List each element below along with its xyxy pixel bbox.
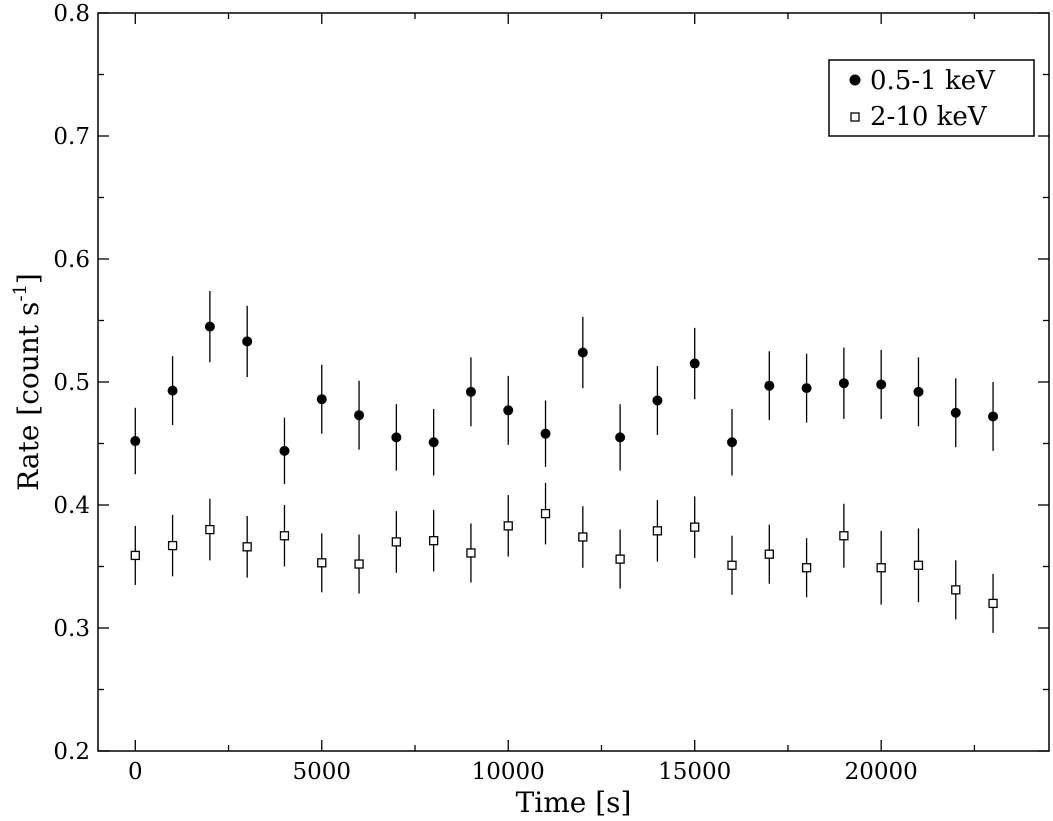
data-point	[727, 437, 737, 448]
data-point	[839, 531, 849, 541]
legend-box	[828, 59, 1035, 137]
x-tick-label: 5000	[292, 759, 351, 785]
data-point	[167, 385, 178, 396]
data-point	[242, 542, 252, 552]
data-point	[503, 405, 514, 416]
data-point	[764, 380, 775, 391]
x-tick-label: 15000	[658, 759, 731, 785]
legend-marker-series-2	[850, 112, 860, 122]
series-layer	[130, 290, 999, 633]
data-point	[988, 598, 998, 609]
data-point	[167, 540, 178, 551]
data-point	[540, 428, 551, 439]
data-point	[540, 508, 551, 519]
data-point	[988, 411, 999, 422]
data-point	[913, 386, 924, 397]
data-point	[690, 522, 700, 532]
axis-ticks	[98, 12, 1049, 752]
legend-marker-series-1	[849, 74, 861, 86]
y-tick-label: 0.5	[53, 370, 90, 396]
data-point	[354, 559, 364, 569]
data-point	[615, 432, 626, 443]
data-point	[204, 321, 215, 332]
data-point	[652, 395, 663, 406]
legend-label-series-1: 0.5-1 keV	[870, 66, 996, 96]
data-point	[913, 560, 924, 570]
data-point	[391, 537, 402, 547]
y-axis-title: Rate [count s-1]	[10, 273, 45, 491]
y-axis-title-superscript: -1	[10, 284, 31, 302]
data-point	[242, 336, 253, 347]
data-point	[317, 558, 327, 568]
y-axis-title-main: Rate [count s	[12, 302, 45, 491]
legend: 0.5-1 keV 2-10 keV	[828, 59, 1035, 137]
x-tick-label: 20000	[845, 759, 918, 785]
data-point	[391, 432, 402, 443]
data-point	[615, 554, 625, 564]
data-point	[354, 410, 365, 421]
data-point	[577, 347, 588, 358]
x-tick-label: 10000	[472, 759, 545, 785]
data-point	[465, 386, 476, 397]
data-point	[279, 531, 290, 541]
y-tick-label: 0.3	[53, 616, 90, 642]
data-point	[279, 445, 290, 456]
data-point	[838, 378, 849, 389]
y-tick-label: 0.8	[53, 1, 90, 27]
data-point	[130, 436, 141, 447]
y-axis-title-close: ]	[12, 273, 45, 284]
data-point	[764, 549, 774, 559]
data-point	[876, 379, 887, 390]
legend-label-series-2: 2-10 keV	[870, 102, 988, 132]
data-point	[428, 536, 439, 546]
data-point	[950, 407, 961, 418]
data-point	[466, 548, 476, 558]
y-tick-label: 0.2	[53, 739, 90, 765]
x-axis-title: Time [s]	[516, 786, 632, 819]
x-tick-label: 0	[128, 759, 143, 785]
data-point	[801, 563, 812, 573]
data-point	[316, 394, 327, 405]
tick-labels: 0 5000 10000 15000 20000 0.2 0.3 0.4 0.5 0.6 0.7 0.…	[53, 1, 917, 785]
series-2	[130, 482, 998, 633]
data-point	[951, 585, 961, 595]
series-1	[130, 290, 999, 485]
data-point	[876, 563, 886, 573]
y-tick-label: 0.7	[53, 124, 90, 150]
data-point	[689, 358, 700, 369]
data-point	[801, 383, 812, 394]
data-point	[578, 532, 588, 542]
data-point	[428, 437, 439, 448]
data-point	[130, 550, 140, 561]
data-point	[503, 521, 513, 531]
data-point	[727, 560, 737, 570]
data-point	[205, 524, 215, 535]
y-tick-label: 0.6	[53, 247, 90, 273]
y-tick-label: 0.4	[53, 493, 90, 519]
data-point	[652, 526, 663, 536]
